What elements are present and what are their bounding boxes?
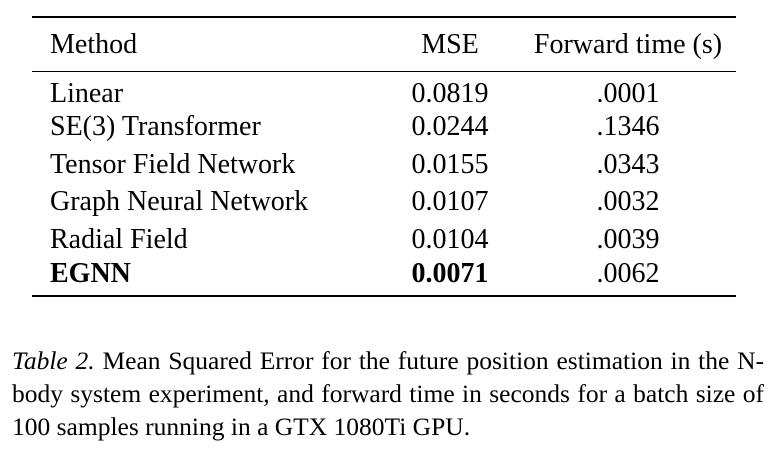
table-caption: Table 2. Mean Squared Error for the futu…	[12, 344, 764, 443]
cell-mse: 0.0107	[411, 186, 489, 218]
table-body: Linear 0.0819 .0001 SE(3) Transformer 0.…	[32, 71, 736, 296]
caption-text: Mean Squared Error for the future positi…	[12, 346, 765, 441]
cell-forward-time: .0032	[596, 186, 660, 218]
cell-mse: 0.0104	[411, 223, 489, 255]
header-row: Method MSE Forward time (s)	[32, 17, 736, 71]
cell-mse: 0.0155	[411, 148, 489, 180]
table-row: EGNN 0.0071 .0062	[32, 257, 736, 296]
cell-method: Tensor Field Network	[50, 148, 296, 180]
cell-forward-time: .0343	[596, 148, 660, 180]
cell-forward-time: .0039	[596, 223, 660, 255]
table-row: Tensor Field Network 0.0155 .0343	[32, 146, 736, 184]
results-table-container: Method MSE Forward time (s) Linear 0.081…	[32, 16, 736, 297]
cell-forward-time: .1346	[596, 111, 660, 143]
cell-method: Linear	[50, 78, 124, 109]
cell-method: SE(3) Transformer	[50, 111, 261, 143]
table-row: Radial Field 0.0104 .0039	[32, 221, 736, 259]
table-row: Linear 0.0819 .0001	[32, 71, 736, 109]
header-mse: MSE	[421, 29, 479, 61]
cell-mse: 0.0244	[411, 111, 489, 143]
table-row: SE(3) Transformer 0.0244 .1346	[32, 109, 736, 147]
table-row: Graph Neural Network 0.0107 .0032	[32, 184, 736, 222]
results-table: Method MSE Forward time (s) Linear 0.081…	[32, 16, 736, 297]
header-forward-time: Forward time (s)	[533, 29, 723, 61]
table-header: Method MSE Forward time (s)	[32, 17, 736, 71]
header-method: Method	[50, 29, 138, 61]
caption-label: Table 2.	[12, 346, 95, 375]
cell-method: EGNN	[50, 257, 131, 289]
cell-method: Graph Neural Network	[50, 186, 309, 218]
cell-forward-time: .0001	[596, 78, 660, 109]
cell-method: Radial Field	[50, 223, 188, 255]
cell-forward-time: .0062	[596, 257, 660, 289]
cell-mse: 0.0071	[411, 257, 489, 289]
cell-mse: 0.0819	[411, 78, 489, 109]
